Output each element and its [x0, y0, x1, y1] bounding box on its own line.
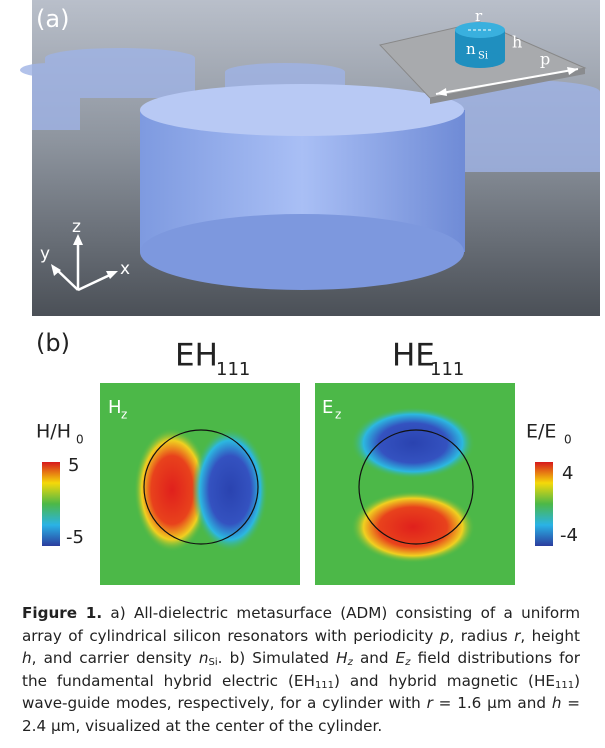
field-map	[315, 383, 515, 585]
caption-run: r	[426, 694, 433, 712]
inset-h: h	[512, 33, 522, 52]
inset-r: r	[475, 7, 483, 25]
main-cylinder	[140, 84, 465, 290]
colorbar-label-sub: 0	[564, 433, 572, 447]
figure: r h n Si p z y x (a) (b) EH 111 HE 111 H…	[20, 0, 600, 585]
caption-run: p	[439, 626, 450, 645]
caption-run: a) All-dielectric metasurface (ADM) cons…	[22, 604, 580, 645]
colorbar-label-sub: 0	[76, 433, 84, 447]
colorbar-label: E/E	[526, 421, 556, 443]
caption-run: Figure 1.	[22, 604, 103, 622]
caption-run: 111	[554, 679, 575, 691]
caption-run: 111	[314, 679, 335, 691]
caption-run: , height	[520, 626, 580, 645]
field-label-sub: z	[335, 408, 341, 422]
axis-x: x	[120, 259, 130, 279]
caption-run: h	[22, 649, 32, 667]
caption-run: z	[405, 657, 411, 668]
colorbar-max: 5	[68, 455, 79, 476]
inset-p: p	[540, 50, 550, 69]
caption-run: , radius	[449, 626, 515, 645]
caption-run: and	[352, 649, 396, 667]
caption-run: ) wave-guide modes, respectively, for a …	[22, 671, 580, 713]
caption-run: E	[395, 649, 406, 667]
caption-run: = 2.4 µm, visualized at the center of th…	[22, 694, 580, 735]
axis-z: z	[72, 217, 81, 237]
colorbar-label: H/H	[36, 421, 71, 443]
field-map	[100, 383, 300, 585]
axis-y: y	[40, 244, 50, 264]
colorbar-max: 4	[562, 463, 573, 484]
caption-run: r	[514, 626, 521, 645]
map-title-sub: 111	[216, 359, 250, 380]
axes-triad	[51, 234, 118, 292]
caption-run: n	[198, 649, 209, 667]
field-label-sub: z	[121, 408, 127, 422]
caption-run: H	[336, 649, 348, 667]
panel-b-label: (b)	[36, 329, 70, 357]
caption-run: = 1.6 µm and	[432, 694, 552, 712]
field-label: H	[108, 397, 122, 418]
inset-schematic: r h n Si p	[379, 7, 587, 104]
caption-run: Si	[208, 657, 218, 668]
figure-caption: Figure 1. a) All-dielectric metasurface …	[22, 602, 580, 737]
inset-n: n	[466, 40, 476, 58]
map-title: EH	[175, 338, 218, 374]
inset-n-sub: Si	[478, 51, 488, 62]
caption-run: , and carrier density	[31, 649, 199, 667]
caption-run: field distributions for the fundamental …	[22, 649, 580, 690]
caption-run: h	[551, 694, 562, 712]
colorbar	[42, 462, 60, 546]
caption-run: . b) Simulated	[217, 649, 337, 667]
colorbar	[535, 462, 553, 546]
panel-a-label: (a)	[36, 5, 69, 33]
colorbar-min: -5	[66, 527, 84, 548]
caption-run: ) and hybrid magnetic (HE	[334, 671, 555, 690]
colorbar-min: -4	[560, 525, 578, 546]
map-title: HE	[392, 338, 435, 374]
map-title-sub: 111	[430, 359, 464, 380]
field-label: E	[322, 397, 333, 418]
caption-run: z	[347, 657, 353, 668]
